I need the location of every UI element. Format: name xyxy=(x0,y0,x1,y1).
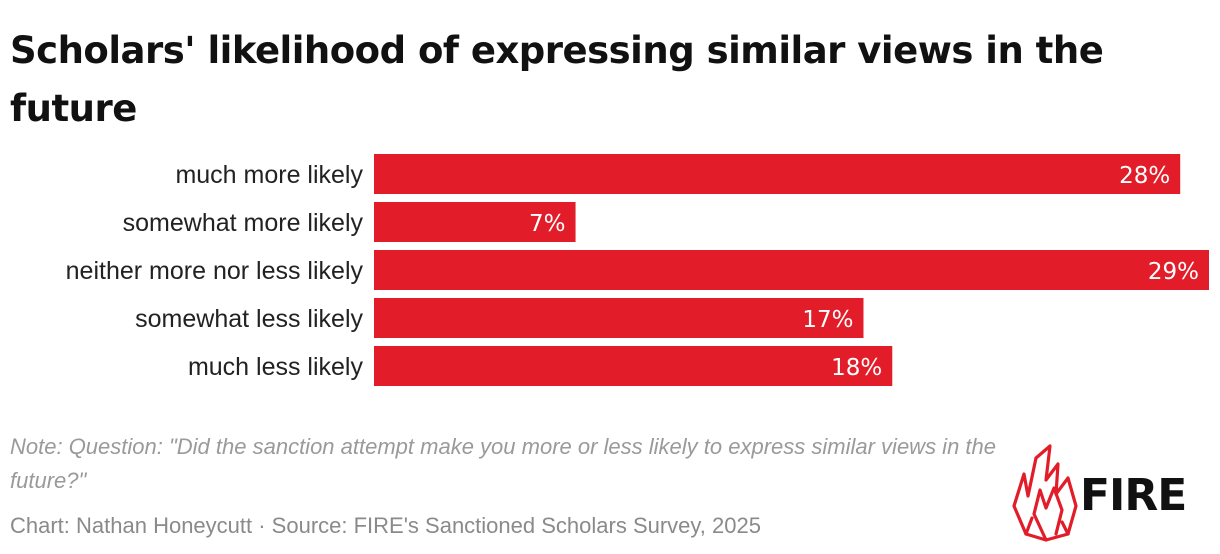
category-label: much less likely xyxy=(188,353,364,381)
bar-value-label: 18% xyxy=(831,355,882,381)
category-label: neither more nor less likely xyxy=(66,257,364,285)
bar xyxy=(374,202,576,242)
chart-credit: Chart: Nathan Honeycutt · Source: FIRE's… xyxy=(10,513,761,538)
bar-chart: much more likely 28% somewhat more likely 7… xyxy=(66,154,1209,386)
bar-value-label: 29% xyxy=(1148,259,1199,285)
category-label: much more likely xyxy=(175,161,363,189)
bar xyxy=(374,154,1181,194)
bar-value-label: 28% xyxy=(1119,163,1170,189)
bar xyxy=(374,346,893,386)
bar-value-label: 17% xyxy=(802,307,853,333)
chart-note: Note: Question: "Did the sanction attemp… xyxy=(10,434,996,493)
bar xyxy=(374,298,864,338)
logo-text: FIRE xyxy=(1080,470,1187,521)
fire-flame-logo-icon xyxy=(1012,444,1078,542)
bar-value-label: 7% xyxy=(529,211,566,237)
category-label: somewhat less likely xyxy=(135,305,363,333)
bar xyxy=(374,250,1209,290)
category-label: somewhat more likely xyxy=(123,209,364,237)
chart-title: Scholars' likelihood of expressing simil… xyxy=(10,29,1104,130)
